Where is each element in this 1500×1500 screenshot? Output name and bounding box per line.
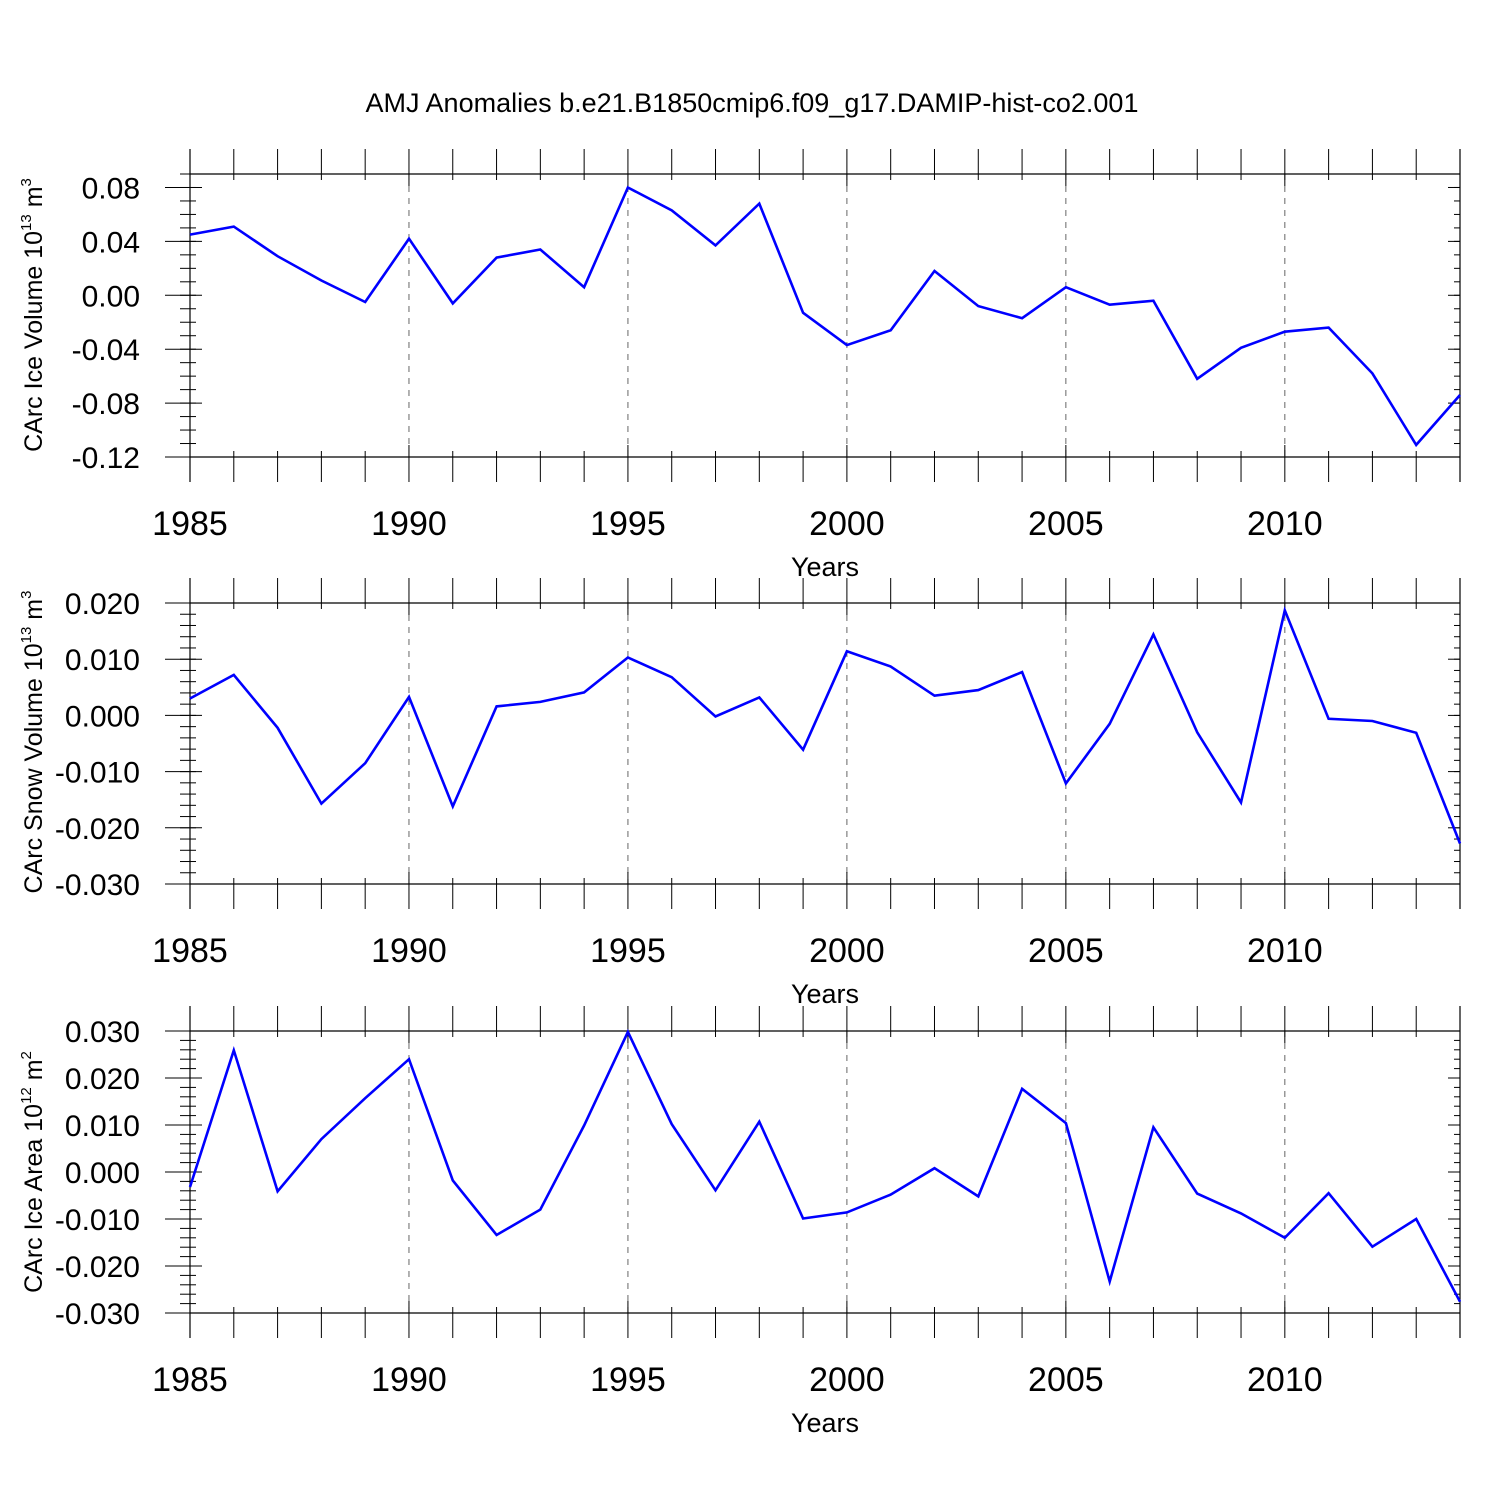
y-tick-label: -0.030: [55, 1298, 140, 1331]
y-tick-label: 0.08: [82, 172, 140, 205]
y-tick-label: 0.020: [65, 1063, 140, 1096]
y-tick-label: 0.000: [65, 700, 140, 733]
panel-3: 0.030 0.020 0.010 0.000 -0.010 -0.020 -0.030 19…: [18, 1006, 1462, 1438]
y-tick-label: 0.030: [65, 1016, 140, 1049]
x-tick-label: 2000: [809, 1361, 885, 1399]
y-tick-label: -0.030: [55, 869, 140, 902]
x-tick-label: 1995: [590, 932, 666, 970]
x-tick-label: 2000: [809, 932, 885, 970]
panels: 0.08 0.04 0.00 -0.04 -0.08 -0.12 1985 1990 1995 2…: [18, 149, 1462, 1438]
x-tick-label: 2010: [1247, 932, 1323, 970]
y-axis-label-superscript: 2: [18, 1051, 35, 1059]
x-tick-label: 1985: [152, 932, 228, 970]
y-axis-label: CArc Ice Volume 1013 m3: [18, 178, 48, 452]
x-tick-label: 1990: [371, 505, 447, 543]
x-tick-label: 2010: [1247, 505, 1323, 543]
x-tick-label: 1985: [152, 505, 228, 543]
y-tick-label: -0.020: [55, 813, 140, 846]
x-tick-label: 2005: [1028, 932, 1104, 970]
x-tick-label: 2005: [1028, 505, 1104, 543]
y-tick-label: 0.020: [65, 588, 140, 621]
y-axis-label-superscript: 13: [18, 214, 35, 231]
y-axis-label-superscript: 3: [18, 591, 35, 599]
y-tick-label: -0.020: [55, 1251, 140, 1284]
y-tick-label: 0.00: [82, 280, 140, 313]
x-tick-label: 2010: [1247, 1361, 1323, 1399]
x-tick-label: 1985: [152, 1361, 228, 1399]
x-tick-label: 1995: [590, 1361, 666, 1399]
x-tick-label: 1990: [371, 932, 447, 970]
y-axis-label-superscript: 3: [18, 178, 35, 186]
y-tick-label: 0.000: [65, 1157, 140, 1190]
series-line: [189, 185, 1461, 448]
x-axis-label: Years: [791, 1408, 859, 1438]
y-axis-label-part: m: [20, 1059, 48, 1087]
y-axis-label: CArc Snow Volume 1013 m3: [18, 591, 48, 894]
x-tick-label: 2005: [1028, 1361, 1104, 1399]
y-tick-label: 0.04: [82, 226, 140, 259]
y-axis-label-superscript: 13: [18, 627, 35, 644]
y-tick-label: -0.04: [72, 334, 140, 367]
y-tick-label: -0.12: [72, 442, 140, 475]
y-tick-label: 0.010: [65, 1110, 140, 1143]
x-tick-label: 1995: [590, 505, 666, 543]
y-axis-label-part: CArc Ice Area 10: [20, 1104, 48, 1293]
y-axis-label-part: CArc Snow Volume 10: [20, 643, 48, 893]
x-axis-label: Years: [791, 552, 859, 582]
figure-title: AMJ Anomalies b.e21.B1850cmip6.f09_g17.D…: [366, 88, 1139, 118]
y-axis-label: CArc Ice Area 1012 m2: [18, 1051, 48, 1293]
y-axis-label-superscript: 12: [18, 1087, 35, 1104]
series-line: [189, 605, 1462, 844]
y-axis-label-part: m: [20, 186, 48, 214]
y-tick-label: -0.08: [72, 388, 140, 421]
panel-1: 0.08 0.04 0.00 -0.04 -0.08 -0.12 1985 1990 1995 2…: [18, 149, 1461, 582]
series-line: [188, 1028, 1462, 1303]
y-axis-label-part: CArc Ice Volume 10: [20, 231, 48, 452]
x-tick-label: 1990: [371, 1361, 447, 1399]
y-tick-label: -0.010: [55, 1204, 140, 1237]
y-axis-label-part: m: [20, 599, 48, 627]
y-tick-label: -0.010: [55, 757, 140, 790]
panel-2: 0.020 0.010 0.000 -0.010 -0.020 -0.030 1985 199…: [18, 578, 1462, 1009]
x-tick-label: 2000: [809, 505, 885, 543]
y-tick-label: 0.010: [65, 644, 140, 677]
x-axis-label: Years: [791, 979, 859, 1009]
